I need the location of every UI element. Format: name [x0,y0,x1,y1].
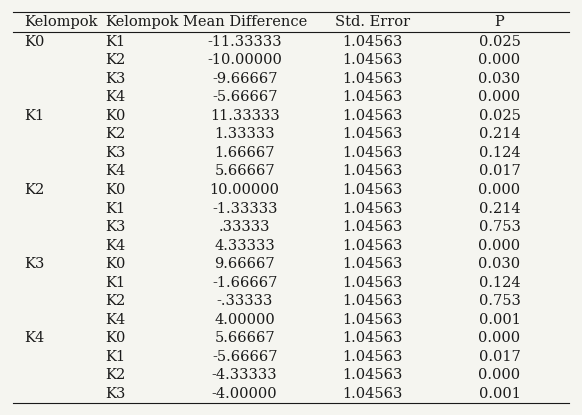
Text: 1.04563: 1.04563 [342,369,402,383]
Text: 1.04563: 1.04563 [342,164,402,178]
Text: P: P [495,15,505,29]
Text: 0.000: 0.000 [478,369,520,383]
Text: -5.66667: -5.66667 [212,90,278,104]
Text: 1.04563: 1.04563 [342,183,402,197]
Text: Kelompok: Kelompok [106,15,179,29]
Text: 0.017: 0.017 [478,164,520,178]
Text: .33333: .33333 [219,220,271,234]
Text: 1.33333: 1.33333 [214,127,275,142]
Text: 0.030: 0.030 [478,257,520,271]
Text: K0: K0 [106,109,126,123]
Text: K2: K2 [106,53,126,67]
Text: 1.04563: 1.04563 [342,72,402,85]
Text: K3: K3 [106,146,126,160]
Text: 0.001: 0.001 [478,387,520,401]
Text: 1.04563: 1.04563 [342,109,402,123]
Text: 1.04563: 1.04563 [342,332,402,345]
Text: K4: K4 [106,239,126,253]
Text: K3: K3 [106,220,126,234]
Text: 1.66667: 1.66667 [214,146,275,160]
Text: 0.124: 0.124 [479,276,520,290]
Text: 1.04563: 1.04563 [342,146,402,160]
Text: 0.025: 0.025 [478,34,520,49]
Text: 10.00000: 10.00000 [210,183,280,197]
Text: 1.04563: 1.04563 [342,239,402,253]
Text: 1.04563: 1.04563 [342,127,402,142]
Text: 0.000: 0.000 [478,53,520,67]
Text: K0: K0 [106,183,126,197]
Text: 1.04563: 1.04563 [342,313,402,327]
Text: 0.124: 0.124 [479,146,520,160]
Text: 1.04563: 1.04563 [342,387,402,401]
Text: K1: K1 [106,34,126,49]
Text: 1.04563: 1.04563 [342,220,402,234]
Text: K1: K1 [106,350,126,364]
Text: 5.66667: 5.66667 [214,164,275,178]
Text: K2: K2 [24,183,45,197]
Text: Mean Difference: Mean Difference [183,15,307,29]
Text: 1.04563: 1.04563 [342,350,402,364]
Text: 1.04563: 1.04563 [342,294,402,308]
Text: -.33333: -.33333 [217,294,273,308]
Text: 0.025: 0.025 [478,109,520,123]
Text: 0.030: 0.030 [478,72,520,85]
Text: 1.04563: 1.04563 [342,257,402,271]
Text: 0.753: 0.753 [478,220,520,234]
Text: 11.33333: 11.33333 [210,109,279,123]
Text: K3: K3 [106,387,126,401]
Text: -5.66667: -5.66667 [212,350,278,364]
Text: 0.017: 0.017 [478,350,520,364]
Text: K1: K1 [106,202,126,215]
Text: 1.04563: 1.04563 [342,276,402,290]
Text: Std. Error: Std. Error [335,15,410,29]
Text: 9.66667: 9.66667 [214,257,275,271]
Text: -1.66667: -1.66667 [212,276,278,290]
Text: -4.00000: -4.00000 [212,387,278,401]
Text: K0: K0 [24,34,45,49]
Text: -1.33333: -1.33333 [212,202,278,215]
Text: 0.753: 0.753 [478,294,520,308]
Text: K2: K2 [106,294,126,308]
Text: -10.00000: -10.00000 [207,53,282,67]
Text: 0.000: 0.000 [478,239,520,253]
Text: 5.66667: 5.66667 [214,332,275,345]
Text: 1.04563: 1.04563 [342,53,402,67]
Text: K2: K2 [106,127,126,142]
Text: 1.04563: 1.04563 [342,202,402,215]
Text: K4: K4 [106,164,126,178]
Text: 4.33333: 4.33333 [214,239,275,253]
Text: K4: K4 [24,332,45,345]
Text: 0.000: 0.000 [478,183,520,197]
Text: -11.33333: -11.33333 [207,34,282,49]
Text: 0.214: 0.214 [479,202,520,215]
Text: K0: K0 [106,257,126,271]
Text: 1.04563: 1.04563 [342,34,402,49]
Text: Kelompok: Kelompok [24,15,98,29]
Text: K3: K3 [24,257,45,271]
Text: 0.000: 0.000 [478,332,520,345]
Text: 1.04563: 1.04563 [342,90,402,104]
Text: 0.001: 0.001 [478,313,520,327]
Text: K1: K1 [106,276,126,290]
Text: 0.214: 0.214 [479,127,520,142]
Text: K4: K4 [106,90,126,104]
Text: 4.00000: 4.00000 [214,313,275,327]
Text: K2: K2 [106,369,126,383]
Text: K4: K4 [106,313,126,327]
Text: K0: K0 [106,332,126,345]
Text: K3: K3 [106,72,126,85]
Text: -4.33333: -4.33333 [212,369,278,383]
Text: -9.66667: -9.66667 [212,72,278,85]
Text: 0.000: 0.000 [478,90,520,104]
Text: K1: K1 [24,109,45,123]
